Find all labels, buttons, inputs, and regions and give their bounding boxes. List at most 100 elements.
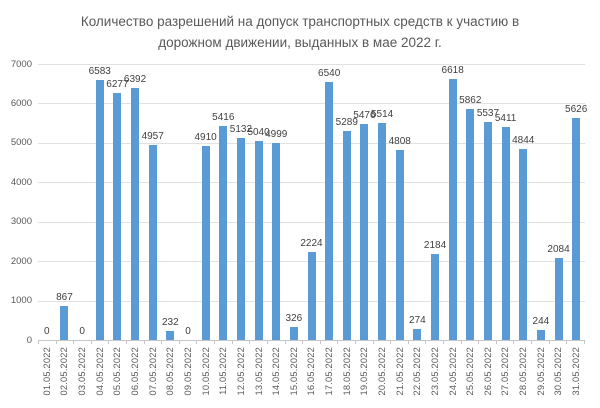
axis-tick <box>444 340 462 344</box>
x-axis-tick-label: 27.05.2022 <box>500 347 511 396</box>
x-axis-tick-label: 26.05.2022 <box>482 347 493 396</box>
bar <box>466 108 475 340</box>
bar <box>131 87 140 340</box>
gridline <box>38 142 585 144</box>
x-slot: 17.05.2022 <box>320 347 338 407</box>
x-axis-tick-label: 30.05.2022 <box>553 347 564 396</box>
bar-value-label: 4844 <box>512 135 535 146</box>
bar-value-label: 0 <box>44 326 50 337</box>
x-axis-tick-label: 13.05.2022 <box>253 347 264 396</box>
bar <box>325 82 334 340</box>
axis-tick <box>268 340 286 344</box>
bar-value-label: 5411 <box>494 112 517 124</box>
x-axis-tick-label: 05.05.2022 <box>112 347 123 396</box>
chart-title: Количество разрешений на допуск транспор… <box>0 12 600 54</box>
x-axis: 01.05.2022 02.05.2022 03.05.2022 04.05.2022… <box>38 347 585 407</box>
axis-tick <box>550 340 568 344</box>
axis-tick <box>426 340 445 344</box>
x-slot: 02.05.2022 <box>56 347 74 407</box>
axis-tick <box>462 340 480 344</box>
plot-area: 0 867 0 6583 6277 6392 4957 232 0 4910 5416 5132 504… <box>38 64 588 341</box>
bar-value-label: 5514 <box>370 108 394 120</box>
x-axis-tick-label: 09.05.2022 <box>182 347 193 396</box>
axis-tick <box>356 340 374 344</box>
axis-tick <box>479 340 497 344</box>
bar-value-label: 232 <box>161 316 179 328</box>
axis-tick <box>374 340 392 344</box>
x-axis-tick-label: 16.05.2022 <box>306 347 317 396</box>
x-slot: 14.05.2022 <box>267 347 285 407</box>
gridline <box>38 182 585 184</box>
x-axis-tick-label: 07.05.2022 <box>147 347 158 396</box>
chart-title-line2: дорожном движении, выданных в мае 2022 г… <box>158 34 442 50</box>
axis-tick <box>338 340 356 344</box>
bar <box>307 252 316 340</box>
bar-value-label: 2084 <box>547 243 570 255</box>
x-axis-tick-label: 19.05.2022 <box>359 347 370 396</box>
y-axis-tick-label: 3000 <box>10 216 32 228</box>
axis-tick <box>180 340 198 344</box>
y-axis-tick-label: 1000 <box>10 295 32 307</box>
bar-value-label: 5626 <box>565 104 588 116</box>
gridline <box>38 64 585 65</box>
axis-tick <box>57 340 75 344</box>
axis-tick <box>74 340 92 344</box>
x-axis-tick-label: 06.05.2022 <box>130 347 141 396</box>
bar-value-label: 244 <box>532 316 550 328</box>
x-slot: 29.05.2022 <box>532 347 550 407</box>
x-axis-tick-label: 28.05.2022 <box>518 347 529 396</box>
x-slot: 30.05.2022 <box>550 347 568 407</box>
bar-value-label: 5132 <box>229 123 253 135</box>
bar-value-label: 5862 <box>459 94 482 106</box>
axis-tick <box>286 340 304 344</box>
x-slot: 28.05.2022 <box>514 347 532 407</box>
bar-value-label: 5537 <box>476 107 500 119</box>
bar-value-label: 274 <box>409 315 426 327</box>
axis-tick <box>38 340 57 344</box>
axis-tick <box>514 340 533 344</box>
bar-value-label: 4910 <box>194 132 217 144</box>
bar-value-label: 2224 <box>300 238 323 250</box>
bar <box>201 146 210 340</box>
bar <box>378 122 387 340</box>
x-axis-tick-label: 23.05.2022 <box>429 347 440 396</box>
x-axis-tick-label: 22.05.2022 <box>412 347 423 396</box>
bar-value-label: 6618 <box>441 65 464 77</box>
bar-value-label: 0 <box>185 326 191 337</box>
gridline <box>38 221 585 223</box>
x-slot: 20.05.2022 <box>373 347 391 407</box>
axis-tick <box>321 340 339 344</box>
bar <box>254 141 263 340</box>
x-axis-tick-label: 31.05.2022 <box>571 347 582 396</box>
axis-tick <box>215 340 233 344</box>
bar-value-label: 5476 <box>353 110 376 122</box>
bar <box>60 305 69 340</box>
bar-value-label: 4957 <box>141 130 164 142</box>
axis-tick <box>162 340 180 344</box>
axis-tick <box>409 340 427 344</box>
x-slot: 11.05.2022 <box>214 347 232 407</box>
bar <box>501 126 510 340</box>
axis-tick <box>250 340 268 344</box>
bar <box>289 327 298 340</box>
x-axis-tick-label: 21.05.2022 <box>394 347 405 396</box>
bar-value-label: 6540 <box>318 68 341 80</box>
bar <box>395 150 404 340</box>
x-axis-tick-label: 04.05.2022 <box>94 347 105 396</box>
x-axis-tick-label: 25.05.2022 <box>465 347 476 396</box>
chart-title-line1: Количество разрешений на допуск транспор… <box>80 14 520 29</box>
x-axis-tick-label: 03.05.2022 <box>77 347 88 396</box>
bar <box>536 330 545 340</box>
x-slot: 13.05.2022 <box>250 347 268 407</box>
y-axis-tick-label: 2000 <box>10 255 32 267</box>
axis-tick <box>92 340 110 344</box>
bar-value-label: 6583 <box>88 66 111 78</box>
x-slot: 06.05.2022 <box>126 347 144 407</box>
x-slot: 19.05.2022 <box>356 347 374 407</box>
bar <box>554 257 563 340</box>
x-slot: 10.05.2022 <box>197 347 215 407</box>
x-slot: 15.05.2022 <box>285 347 303 407</box>
bar-value-label: 0 <box>79 326 85 337</box>
axis-tick <box>233 340 251 344</box>
